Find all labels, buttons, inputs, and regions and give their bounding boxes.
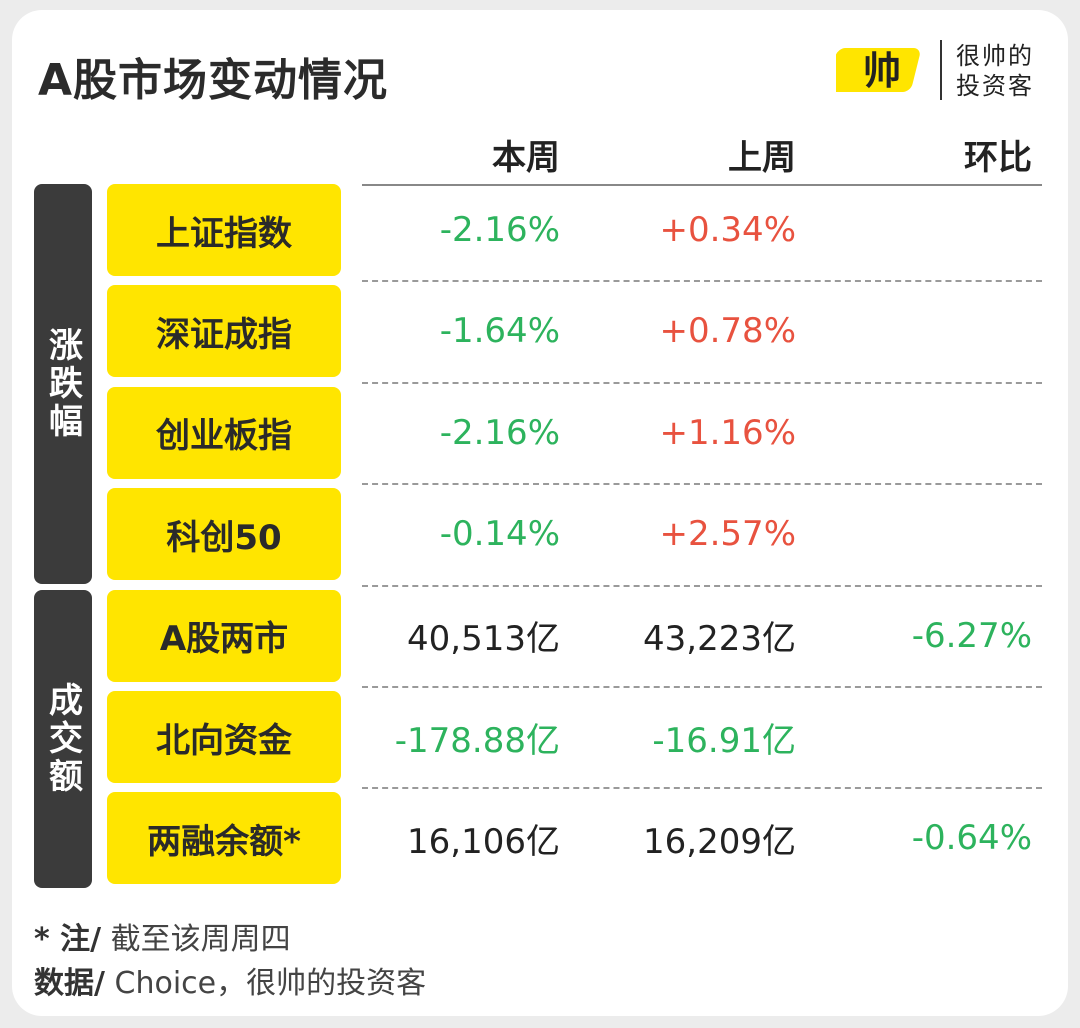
row-separator: [362, 280, 1042, 283]
row-separator: [362, 483, 1042, 486]
logo-divider: [940, 40, 942, 100]
cell-this-week: -2.16%: [439, 412, 560, 453]
cell-this-week: -2.16%: [439, 210, 560, 250]
group-block: 涨跌幅: [34, 184, 92, 585]
brand-logo: 帅 很帅的 投资客: [836, 34, 1046, 106]
source-note: 数据/ Choice，很帅的投资客: [34, 958, 426, 1002]
row-separator: [362, 584, 1042, 587]
logo-mark-text: 帅: [863, 49, 901, 93]
logo-line1: 很帅的: [956, 42, 1034, 70]
col-head-change: 环比: [964, 138, 1032, 178]
row-label: A股两市: [107, 589, 341, 682]
cell-last-week: +0.78%: [659, 311, 797, 352]
cell-change: -6.27%: [911, 615, 1032, 656]
footnote: * 注/ 截至该周周四: [34, 914, 291, 958]
group-block: 成交额: [34, 589, 92, 889]
row-label: 两融余额*: [107, 792, 341, 885]
cell-last-week: +1.16%: [659, 412, 797, 453]
cell-last-week: 16,209亿: [643, 821, 796, 862]
footnote-text: 截至该周周四: [101, 922, 291, 957]
group-label: 成交额: [42, 681, 83, 796]
cell-this-week: 40,513亿: [407, 619, 560, 660]
cell-change: [772, 184, 1032, 276]
cell-this-week: -178.88亿: [394, 720, 560, 761]
cell-change: -0.64%: [911, 818, 1032, 859]
logo-line2: 投资客: [956, 72, 1034, 100]
footnote-key: * 注/: [34, 922, 102, 957]
row-label: 创业板指: [107, 386, 341, 479]
cell-change: [772, 488, 1032, 580]
cell-last-week: +2.57%: [659, 514, 797, 555]
row-label: 上证指数: [107, 184, 341, 276]
row-separator: [362, 787, 1042, 790]
col-head-last-week: 上周: [728, 138, 796, 178]
row-label: 科创50: [107, 488, 341, 581]
cell-this-week: -0.14%: [439, 514, 560, 555]
shuai-logo-icon: 帅: [836, 48, 920, 93]
cell-last-week: +0.34%: [659, 210, 797, 250]
cell-last-week: -16.91亿: [652, 720, 796, 761]
group-label: 涨跌幅: [42, 327, 83, 442]
source-text: Choice，很帅的投资客: [104, 966, 427, 1001]
cell-change: [772, 387, 1032, 479]
col-head-this-week: 本周: [492, 138, 560, 178]
row-separator: [362, 686, 1042, 688]
row-separator: [362, 381, 1042, 384]
cell-this-week: -1.64%: [439, 311, 560, 352]
source-key: 数据/: [34, 966, 105, 1001]
cell-change: [772, 691, 1032, 783]
cell-change: [772, 285, 1032, 377]
header-rule: [362, 184, 1042, 186]
row-label: 北向资金: [107, 691, 341, 783]
cell-this-week: 16,106亿: [407, 821, 560, 862]
row-label: 深证成指: [107, 285, 341, 378]
page-title: A股市场变动情况: [38, 55, 389, 106]
cell-last-week: 43,223亿: [643, 619, 796, 660]
